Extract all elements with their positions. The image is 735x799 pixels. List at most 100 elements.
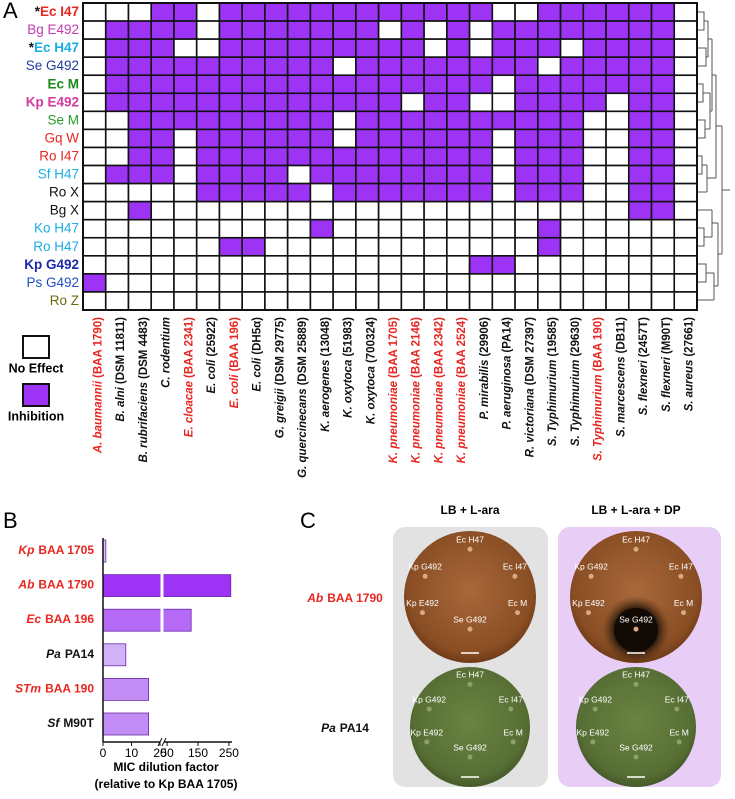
heatmap-cell (650, 255, 676, 275)
colony (426, 706, 432, 712)
heatmap-cell (468, 56, 494, 77)
heatmap-cell (673, 182, 698, 203)
heatmap-cell (537, 146, 562, 167)
heatmap-cell (468, 236, 494, 257)
heatmap-cell (218, 182, 243, 203)
heatmap-cell (82, 236, 107, 257)
heatmap-cell (468, 273, 494, 293)
column-label: G. greigii (DSM 29775) (274, 317, 286, 438)
heatmap-cell (537, 273, 562, 293)
heatmap-cell (241, 200, 266, 221)
heatmap-cell (150, 110, 175, 131)
spot-label: Ec M (674, 598, 693, 608)
category-label: Kp BAA 1705 (18, 543, 94, 557)
heatmap-cell (173, 2, 198, 22)
heatmap-cell (582, 146, 607, 167)
heatmap-cell (605, 291, 630, 311)
heatmap-cell (355, 182, 380, 203)
column-species: S. Typhimurium (570, 360, 582, 446)
heatmap-cell (605, 218, 630, 239)
heatmap-cell (627, 164, 653, 185)
colony (592, 706, 598, 712)
heatmap-cell (195, 255, 221, 275)
heatmap-cell (104, 200, 130, 221)
heatmap-cell (309, 218, 334, 239)
column-species: G. greigii (274, 388, 286, 439)
heatmap-cell (218, 291, 243, 311)
spot-label: Kp E492 (410, 727, 443, 737)
heatmap-cell (150, 164, 175, 185)
column-strain: (M90T) (661, 317, 673, 354)
heatmap-cell (286, 291, 312, 311)
column-label: K. pneumoniae (BAA 1705) (388, 317, 400, 464)
heatmap-cell (309, 74, 334, 95)
bar (102, 712, 149, 736)
heatmap-cell (309, 128, 334, 149)
heatmap-cell (332, 38, 357, 58)
colony (633, 754, 639, 760)
spot-label: Se G492 (619, 614, 653, 624)
row-name: Ro X (49, 184, 79, 199)
heatmap-cell (446, 2, 471, 22)
heatmap-cell (605, 92, 630, 113)
spot-label: Kp E492 (572, 598, 605, 608)
heatmap-cell (241, 74, 266, 95)
heatmap-cell (514, 164, 539, 185)
column-label: S. Typhimurium (29630) (570, 317, 582, 446)
row-label: Ps G492 (26, 274, 79, 289)
column-strain: (DSM 11811) (115, 317, 127, 384)
heatmap-cell (423, 128, 448, 149)
heatmap-cell (332, 291, 357, 311)
heatmap-cell (355, 56, 380, 77)
heatmap-cell (468, 164, 494, 185)
heatmap-cell (423, 200, 448, 221)
heatmap-cell (400, 164, 425, 185)
column-species: K. pneumoniae (388, 380, 400, 463)
row-label: Ro Z (50, 293, 79, 308)
column-species: P. mirabilis (479, 360, 491, 420)
heatmap-cell (377, 291, 403, 311)
colony (467, 681, 473, 687)
heatmap-cell (173, 74, 198, 95)
heatmap-cell (241, 236, 266, 257)
heatmap-cell (491, 164, 516, 185)
heatmap-cell (127, 2, 153, 22)
heatmap-cell (446, 146, 471, 167)
heatmap-cell (150, 273, 175, 293)
heatmap-cell (332, 56, 357, 77)
heatmap-cell (605, 38, 630, 58)
heatmap-cell (309, 20, 334, 40)
heatmap-cell (650, 291, 676, 311)
heatmap-cell (264, 128, 289, 149)
heatmap-cell (423, 74, 448, 95)
heatmap-cell (537, 110, 562, 131)
column-strain: (13048) (320, 317, 332, 357)
heatmap-cell (127, 291, 153, 311)
heatmap-cell (150, 74, 175, 95)
bar (102, 678, 149, 701)
category-label: Ab BAA 1790 (17, 578, 94, 592)
panel-label: C (300, 508, 316, 533)
heatmap-cell (673, 92, 698, 113)
heatmap-cell (627, 273, 653, 293)
heatmap-cell (582, 20, 607, 40)
heatmap-cell (537, 218, 562, 239)
column-label: G. quercinecans (DSM 25889) (297, 317, 309, 478)
heatmap-cell (514, 218, 539, 239)
heatmap-cell (218, 273, 243, 293)
heatmap-cell (582, 74, 607, 95)
heatmap-cell (514, 38, 539, 58)
heatmap-cell (82, 218, 107, 239)
heatmap-cell (559, 146, 585, 167)
heatmap-cell (673, 2, 698, 22)
heatmap-cell (286, 110, 312, 131)
heatmap-cell (423, 146, 448, 167)
heatmap-cell (582, 273, 607, 293)
panel-label: B (3, 508, 18, 533)
heatmap-cell (127, 236, 153, 257)
heatmap-cell (309, 164, 334, 185)
heatmap-cell (377, 255, 403, 275)
heatmap-cell (559, 164, 585, 185)
heatmap-cell (309, 255, 334, 275)
heatmap-cell (195, 20, 221, 40)
